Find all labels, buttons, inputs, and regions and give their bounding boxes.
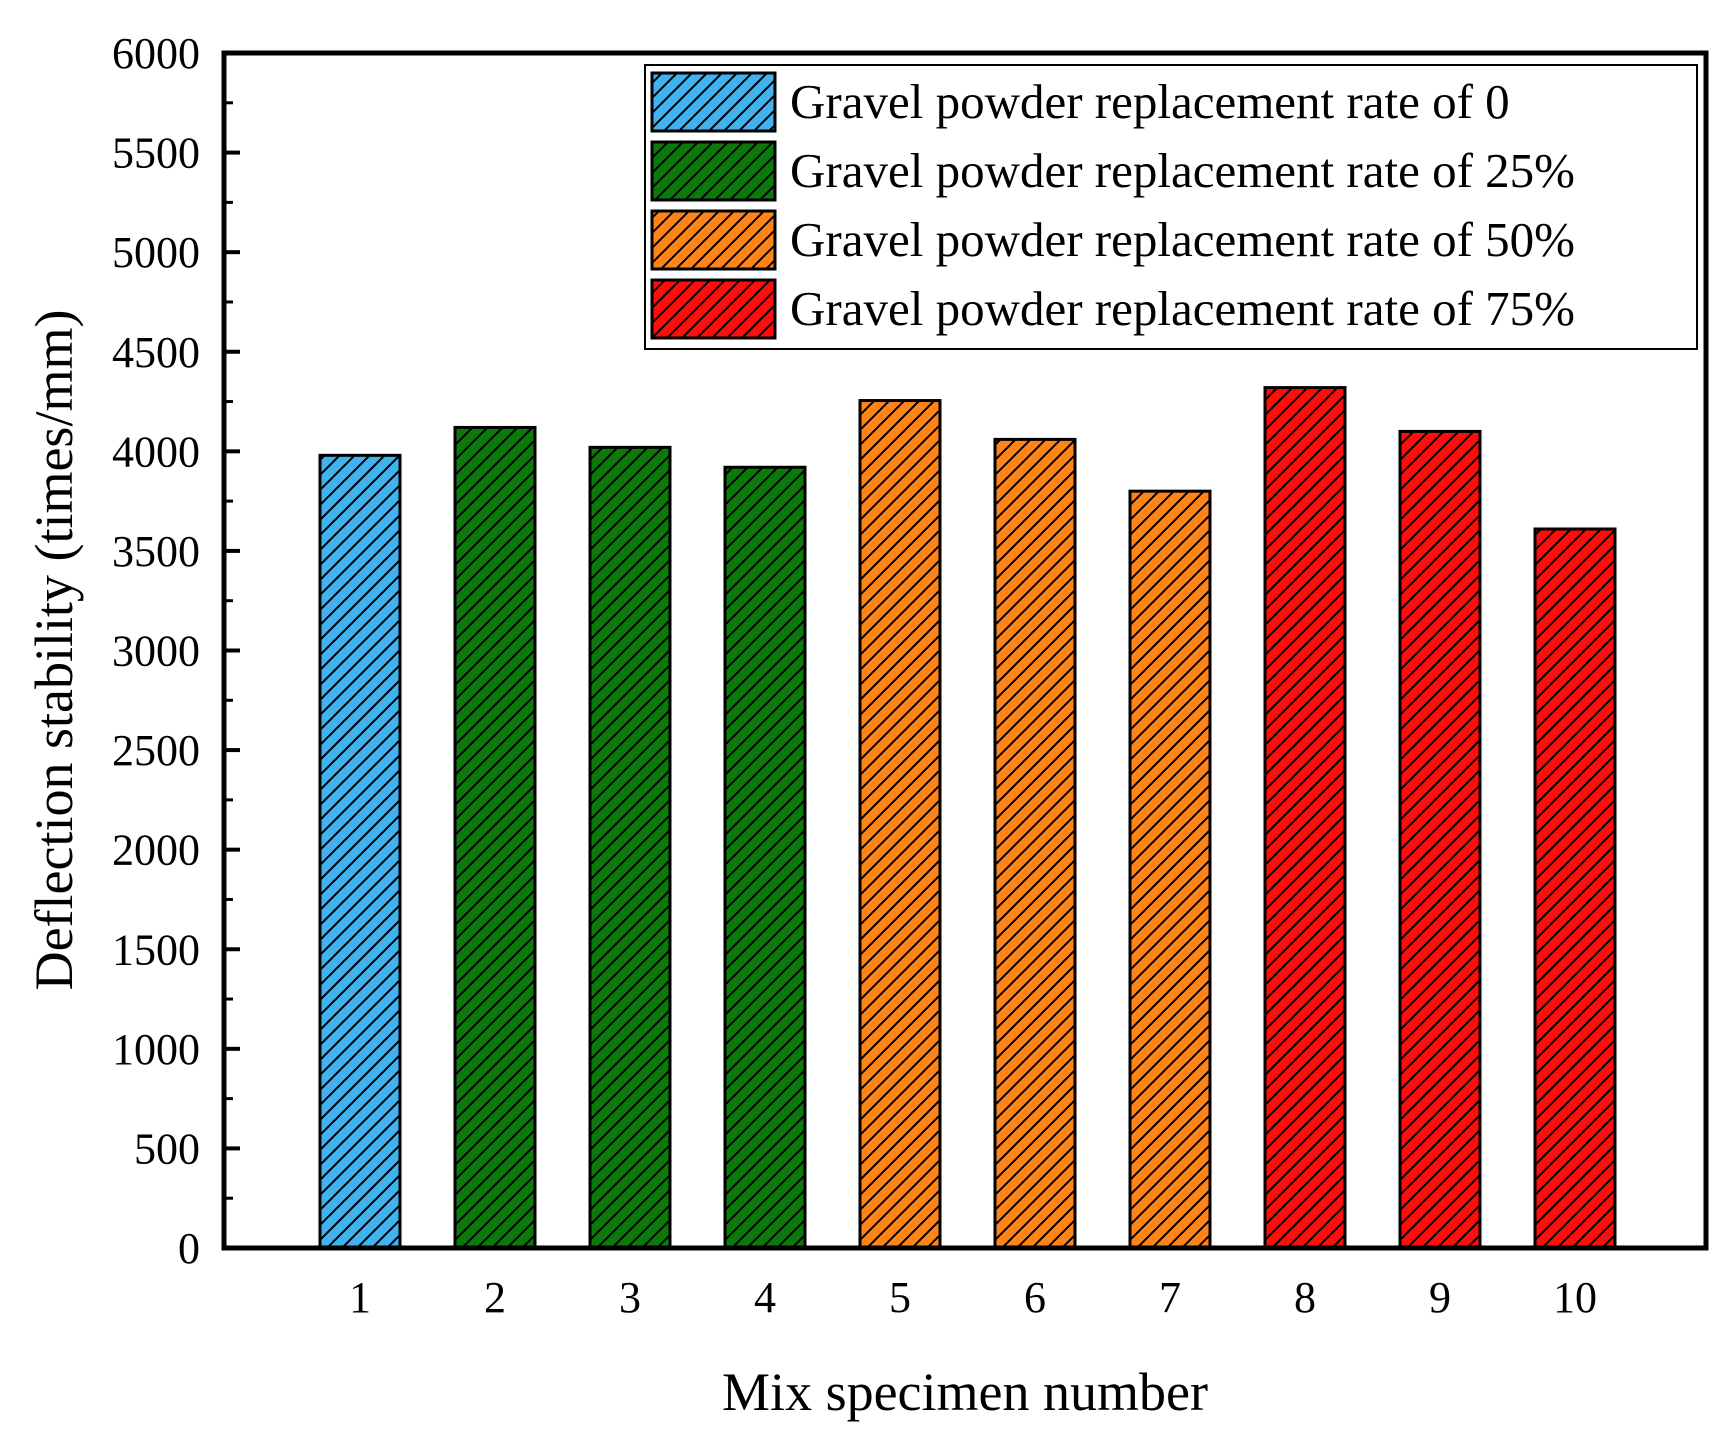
bar-4 bbox=[723, 465, 807, 1250]
legend-label-2: Gravel powder replacement rate of 50% bbox=[790, 212, 1575, 267]
bar-5 bbox=[858, 399, 942, 1250]
y-tick-label: 3500 bbox=[112, 527, 200, 576]
y-tick-label: 2000 bbox=[112, 826, 200, 875]
x-tick-label: 9 bbox=[1429, 1273, 1451, 1322]
x-tick-label: 3 bbox=[619, 1273, 641, 1322]
x-tick-label: 4 bbox=[754, 1273, 776, 1322]
bars-group bbox=[318, 386, 1617, 1250]
y-tick-label: 1000 bbox=[112, 1025, 200, 1074]
x-tick-label: 2 bbox=[484, 1273, 506, 1322]
bar-3 bbox=[588, 445, 672, 1250]
y-tick-label: 500 bbox=[134, 1124, 200, 1173]
legend-label-0: Gravel powder replacement rate of 0 bbox=[790, 74, 1510, 129]
legend-swatch-2 bbox=[650, 209, 777, 271]
bar-10 bbox=[1533, 527, 1617, 1250]
y-tick-label: 6000 bbox=[112, 29, 200, 78]
x-tick-label: 7 bbox=[1159, 1273, 1181, 1322]
legend: Gravel powder replacement rate of 0 Grave… bbox=[644, 64, 1698, 350]
legend-label-3: Gravel powder replacement rate of 75% bbox=[790, 281, 1575, 336]
bar-8 bbox=[1263, 386, 1347, 1250]
y-tick-label: 1500 bbox=[112, 925, 200, 974]
legend-box bbox=[644, 64, 1698, 350]
legend-swatch-3 bbox=[650, 278, 777, 340]
bar-1 bbox=[318, 453, 402, 1250]
y-axis: 0 500 1000 1500 2000 2500 3000 3500 4000 4500 5000… bbox=[112, 29, 240, 1273]
x-tick-label: 1 bbox=[349, 1273, 371, 1322]
x-axis-title: Mix specimen number bbox=[722, 1362, 1208, 1422]
x-tick-label: 10 bbox=[1553, 1273, 1597, 1322]
x-tick-label: 5 bbox=[889, 1273, 911, 1322]
y-tick-label: 4000 bbox=[112, 427, 200, 476]
bar-9 bbox=[1398, 429, 1482, 1250]
x-tick-label: 6 bbox=[1024, 1273, 1046, 1322]
y-tick-label: 4500 bbox=[112, 328, 200, 377]
plot-frame bbox=[221, 50, 1709, 1251]
legend-label-1: Gravel powder replacement rate of 25% bbox=[790, 143, 1575, 198]
bar-2 bbox=[453, 425, 537, 1250]
y-axis-title: Deflection stability (times/mm) bbox=[24, 310, 84, 991]
legend-swatch-0 bbox=[650, 71, 777, 133]
y-tick-label: 2500 bbox=[112, 726, 200, 775]
legend-swatch-1 bbox=[650, 140, 777, 202]
y-tick-label: 0 bbox=[178, 1224, 200, 1273]
y-tick-label: 5500 bbox=[112, 129, 200, 178]
x-tick-label: 8 bbox=[1294, 1273, 1316, 1322]
bar-7 bbox=[1128, 489, 1212, 1250]
y-tick-label: 3000 bbox=[112, 627, 200, 676]
bar-6 bbox=[993, 437, 1077, 1250]
x-axis: 1 2 3 4 5 6 7 8 9 10 bbox=[349, 1273, 1597, 1322]
y-tick-label: 5000 bbox=[112, 228, 200, 277]
